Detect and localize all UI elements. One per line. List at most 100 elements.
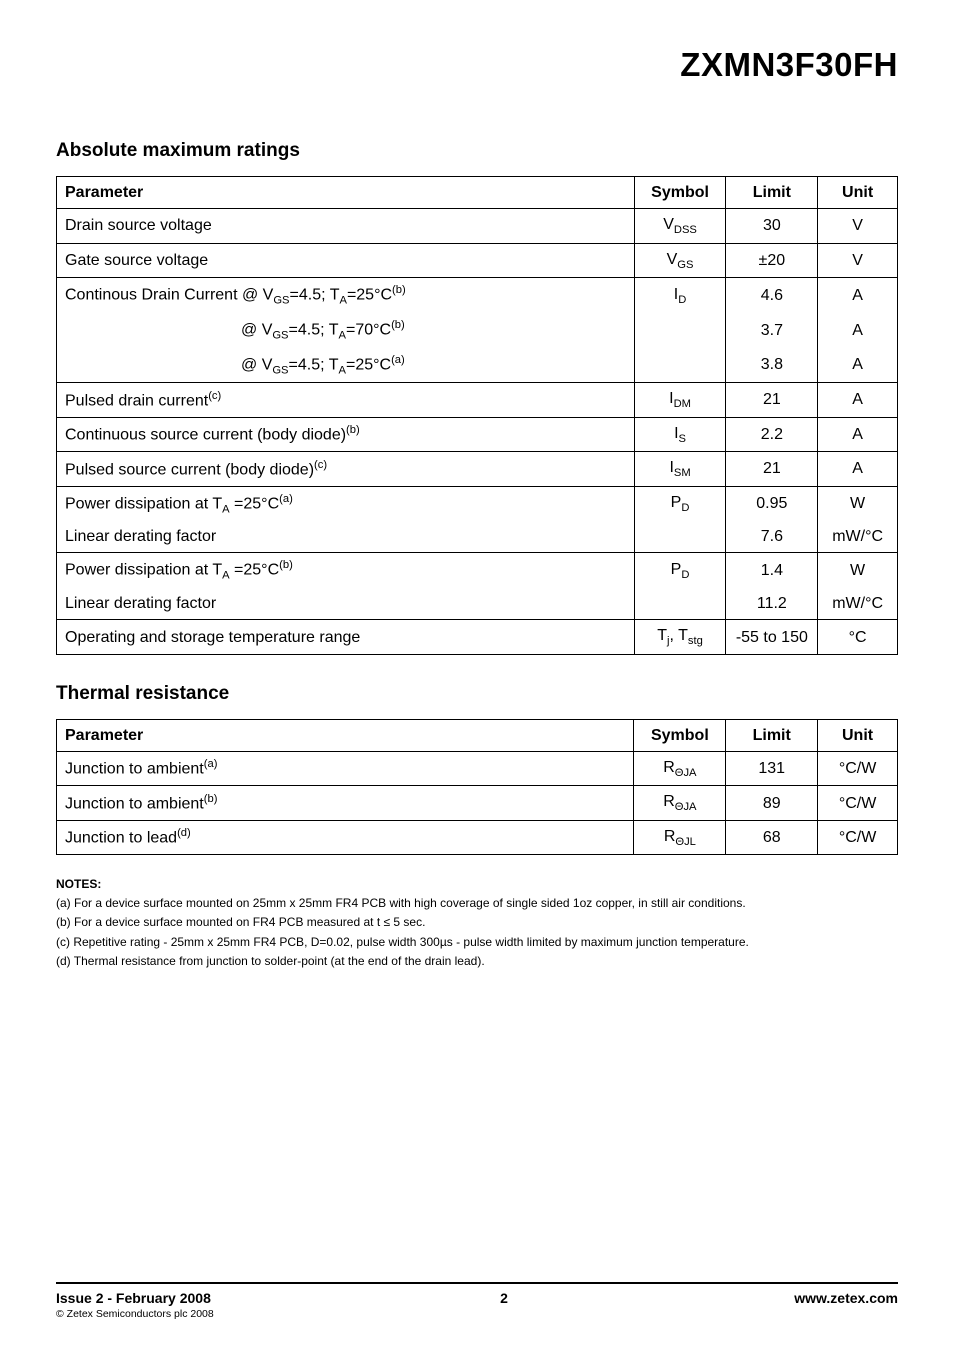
cell-symbol: ISM bbox=[634, 452, 726, 486]
cell-unit: V bbox=[818, 243, 898, 277]
cell-parameter: @ VGS=4.5; TA=25°C(a) bbox=[57, 348, 635, 383]
cell-parameter: Continuous source current (body diode)(b… bbox=[57, 417, 635, 451]
footer-issue-block: Issue 2 - February 2008 © Zetex Semicond… bbox=[56, 1290, 214, 1320]
table-header-row: Parameter Symbol Limit Unit bbox=[57, 719, 898, 751]
cell-symbol: VGS bbox=[634, 243, 726, 277]
thermal-section-title: Thermal resistance bbox=[56, 683, 898, 705]
cell-parameter: Operating and storage temperature range bbox=[57, 620, 635, 654]
cell-parameter: Pulsed source current (body diode)(c) bbox=[57, 452, 635, 486]
cell-parameter: Junction to ambient(a) bbox=[57, 752, 634, 786]
note-item: (c) Repetitive rating - 25mm x 25mm FR4 … bbox=[56, 934, 898, 950]
cell-parameter: Power dissipation at TA =25°C(a) bbox=[57, 486, 635, 521]
cell-unit: A bbox=[818, 452, 898, 486]
table-row: Linear derating factor11.2mW/°C bbox=[57, 588, 898, 620]
cell-symbol bbox=[634, 588, 726, 620]
footer-issue: Issue 2 - February 2008 bbox=[56, 1290, 211, 1306]
cell-unit: °C bbox=[818, 620, 898, 654]
cell-parameter: @ VGS=4.5; TA=70°C(b) bbox=[57, 313, 635, 348]
cell-symbol: IDM bbox=[634, 383, 726, 417]
cell-parameter: Linear derating factor bbox=[57, 521, 635, 553]
amr-section-title: Absolute maximum ratings bbox=[56, 140, 898, 162]
cell-symbol: RΘJA bbox=[634, 752, 726, 786]
amr-col-unit: Unit bbox=[818, 177, 898, 209]
page-footer: Issue 2 - February 2008 © Zetex Semicond… bbox=[56, 1282, 898, 1320]
cell-unit: °C/W bbox=[818, 820, 898, 854]
cell-unit: mW/°C bbox=[818, 521, 898, 553]
cell-unit: A bbox=[818, 383, 898, 417]
footer-url: www.zetex.com bbox=[794, 1290, 898, 1306]
thermal-col-limit: Limit bbox=[726, 719, 818, 751]
cell-limit: 68 bbox=[726, 820, 818, 854]
cell-limit: 3.7 bbox=[726, 313, 818, 348]
cell-limit: 30 bbox=[726, 209, 818, 243]
cell-symbol: PD bbox=[634, 553, 726, 588]
cell-limit: ±20 bbox=[726, 243, 818, 277]
table-header-row: Parameter Symbol Limit Unit bbox=[57, 177, 898, 209]
cell-unit: °C/W bbox=[818, 786, 898, 820]
cell-limit: 89 bbox=[726, 786, 818, 820]
cell-symbol: VDSS bbox=[634, 209, 726, 243]
cell-unit: °C/W bbox=[818, 752, 898, 786]
cell-unit: W bbox=[818, 553, 898, 588]
cell-limit: 0.95 bbox=[726, 486, 818, 521]
cell-limit: -55 to 150 bbox=[726, 620, 818, 654]
table-row: Junction to ambient(b)RΘJA89°C/W bbox=[57, 786, 898, 820]
cell-limit: 21 bbox=[726, 452, 818, 486]
cell-parameter: Gate source voltage bbox=[57, 243, 635, 277]
cell-symbol bbox=[634, 521, 726, 553]
table-row: Gate source voltageVGS±20V bbox=[57, 243, 898, 277]
table-row: Linear derating factor 7.6mW/°C bbox=[57, 521, 898, 553]
cell-symbol: PD bbox=[634, 486, 726, 521]
cell-limit: 11.2 bbox=[726, 588, 818, 620]
cell-symbol: RΘJL bbox=[634, 820, 726, 854]
cell-limit: 3.8 bbox=[726, 348, 818, 383]
amr-col-limit: Limit bbox=[726, 177, 818, 209]
cell-parameter: Continous Drain Current @ VGS=4.5; TA=25… bbox=[57, 278, 635, 313]
note-item: (d) Thermal resistance from junction to … bbox=[56, 953, 898, 969]
cell-symbol: IS bbox=[634, 417, 726, 451]
cell-parameter: Junction to ambient(b) bbox=[57, 786, 634, 820]
cell-unit: mW/°C bbox=[818, 588, 898, 620]
footer-copyright: © Zetex Semiconductors plc 2008 bbox=[56, 1308, 214, 1320]
cell-limit: 7.6 bbox=[726, 521, 818, 553]
cell-unit: A bbox=[818, 348, 898, 383]
thermal-table-body: Junction to ambient(a)RΘJA131°C/WJunctio… bbox=[57, 752, 898, 855]
amr-table: Parameter Symbol Limit Unit Drain source… bbox=[56, 176, 898, 655]
cell-limit: 4.6 bbox=[726, 278, 818, 313]
cell-symbol: Tj, Tstg bbox=[634, 620, 726, 654]
footer-page-number: 2 bbox=[500, 1290, 508, 1306]
cell-unit: A bbox=[818, 278, 898, 313]
table-row: Operating and storage temperature rangeT… bbox=[57, 620, 898, 654]
note-item: (a) For a device surface mounted on 25mm… bbox=[56, 895, 898, 911]
cell-limit: 2.2 bbox=[726, 417, 818, 451]
cell-parameter: Junction to lead(d) bbox=[57, 820, 634, 854]
table-row: Drain source voltageVDSS30V bbox=[57, 209, 898, 243]
part-number-title: ZXMN3F30FH bbox=[56, 46, 898, 84]
amr-col-parameter: Parameter bbox=[57, 177, 635, 209]
thermal-col-symbol: Symbol bbox=[634, 719, 726, 751]
thermal-col-parameter: Parameter bbox=[57, 719, 634, 751]
cell-limit: 21 bbox=[726, 383, 818, 417]
thermal-table: Parameter Symbol Limit Unit Junction to … bbox=[56, 719, 898, 855]
cell-unit: A bbox=[818, 313, 898, 348]
table-row: Junction to lead(d)RΘJL68°C/W bbox=[57, 820, 898, 854]
table-row: Continuous source current (body diode)(b… bbox=[57, 417, 898, 451]
cell-limit: 131 bbox=[726, 752, 818, 786]
cell-parameter: Pulsed drain current(c) bbox=[57, 383, 635, 417]
table-row: @ VGS=4.5; TA=70°C(b) 3.7A bbox=[57, 313, 898, 348]
cell-parameter: Drain source voltage bbox=[57, 209, 635, 243]
cell-unit: V bbox=[818, 209, 898, 243]
table-row: Junction to ambient(a)RΘJA131°C/W bbox=[57, 752, 898, 786]
cell-symbol: RΘJA bbox=[634, 786, 726, 820]
amr-col-symbol: Symbol bbox=[634, 177, 726, 209]
table-row: Power dissipation at TA =25°C(b)PD1.4W bbox=[57, 553, 898, 588]
table-row: Pulsed drain current(c)IDM21A bbox=[57, 383, 898, 417]
cell-unit: A bbox=[818, 417, 898, 451]
note-item: (b) For a device surface mounted on FR4 … bbox=[56, 914, 898, 930]
table-row: Power dissipation at TA =25°C(a)PD0.95W bbox=[57, 486, 898, 521]
cell-parameter: Power dissipation at TA =25°C(b) bbox=[57, 553, 635, 588]
table-row: @ VGS=4.5; TA=25°C(a) 3.8A bbox=[57, 348, 898, 383]
cell-symbol: ID bbox=[634, 278, 726, 313]
notes-heading: NOTES: bbox=[56, 877, 898, 891]
amr-table-body: Drain source voltageVDSS30VGate source v… bbox=[57, 209, 898, 655]
